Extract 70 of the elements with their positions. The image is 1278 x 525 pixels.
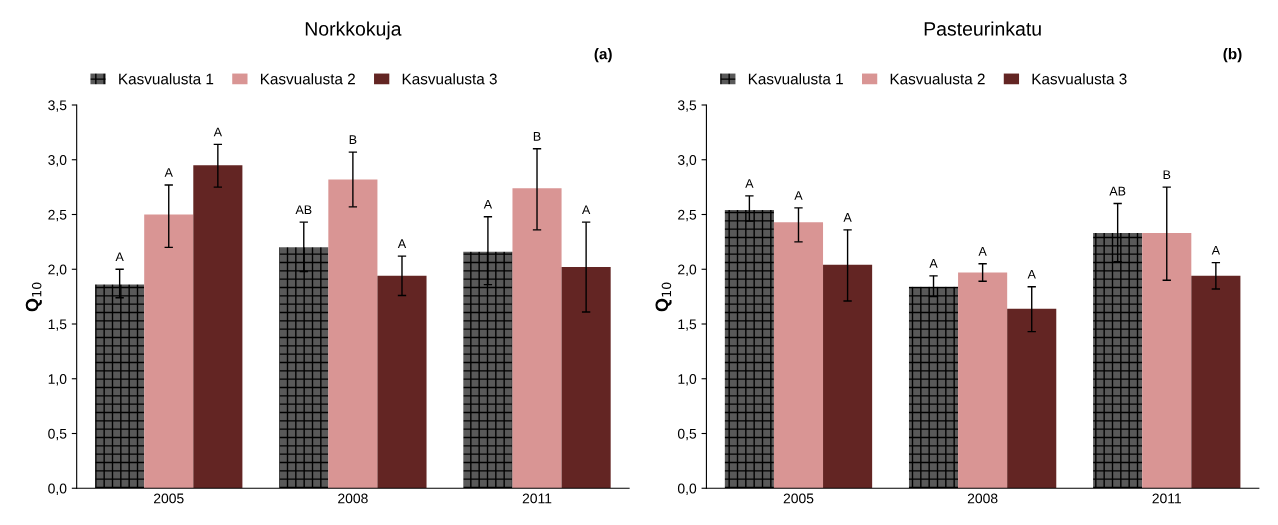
y-tick-label: 0,5 <box>48 428 67 441</box>
bar <box>95 284 145 489</box>
x-tick-label: 2008 <box>338 493 368 504</box>
annotation: AB <box>1109 186 1126 196</box>
bar <box>1093 233 1143 489</box>
annotation: A <box>164 168 173 177</box>
annotation: A <box>483 199 493 209</box>
x-tick-label: 2008 <box>967 493 998 504</box>
annotation: A <box>1027 270 1036 279</box>
y-tick-label: 3,5 <box>677 100 697 112</box>
legend-label: Kasvualusta 3 <box>1032 73 1127 85</box>
annotation: A <box>397 239 407 248</box>
y-tick-label: 3,5 <box>48 100 67 112</box>
annotation: A <box>929 259 938 268</box>
legend-label: Kasvualusta 2 <box>260 73 355 85</box>
annotation: B <box>1163 170 1171 179</box>
y-tick-label: 0,0 <box>48 483 67 496</box>
chart-title: Norkkokuja <box>305 21 402 40</box>
y-tick-label: 2,5 <box>48 209 67 222</box>
x-tick-label: 2011 <box>1152 493 1182 504</box>
annotation: A <box>581 205 591 215</box>
y-tick-label: 3,0 <box>677 155 697 167</box>
annotation: AB <box>295 205 312 215</box>
annotation: A <box>213 127 222 137</box>
y-tick-label: 2,5 <box>678 209 697 222</box>
bar <box>1191 275 1241 489</box>
annotation: A <box>843 213 852 222</box>
bar <box>773 222 824 489</box>
bar <box>144 214 194 489</box>
bar <box>1007 308 1057 489</box>
x-tick-label: 2005 <box>154 493 184 504</box>
y-axis-title: Q$_{10}$ <box>655 282 672 312</box>
legend-label: Kasvualusta 1 <box>119 73 214 85</box>
bar <box>279 247 329 489</box>
y-tick-label: 1,0 <box>48 374 67 386</box>
y-tick-label: 1,5 <box>48 319 67 331</box>
y-tick-label: 2,0 <box>48 264 67 277</box>
legend-label: Kasvualusta 3 <box>402 73 497 85</box>
annotation: A <box>115 252 124 262</box>
annotation: B <box>533 132 541 141</box>
bar <box>724 210 774 489</box>
y-tick-label: 2,0 <box>678 264 697 277</box>
bar <box>1142 233 1192 489</box>
bar <box>463 251 513 489</box>
bar <box>512 188 562 489</box>
chart-title: Pasteurinkatu <box>924 21 1041 36</box>
annotation: A <box>1211 245 1221 255</box>
bar <box>823 264 873 489</box>
text: (a) <box>594 48 612 63</box>
bar <box>958 272 1008 489</box>
legend-label: Kasvualusta 1 <box>748 73 843 85</box>
text: (b) <box>1223 48 1242 63</box>
y-axis-title: Q$_{10}$ <box>25 282 42 312</box>
legend-label: Kasvualusta 2 <box>890 73 985 85</box>
annotation: A <box>794 191 803 200</box>
annotation: A <box>978 247 987 256</box>
bar <box>328 179 378 489</box>
y-tick-label: 0,0 <box>677 483 697 496</box>
y-tick-label: 3,0 <box>48 155 67 167</box>
bar <box>908 286 959 489</box>
bar <box>193 165 243 489</box>
y-tick-label: 0,5 <box>677 428 697 441</box>
bar <box>377 275 427 489</box>
bar <box>561 267 611 489</box>
annotation: B <box>349 135 357 144</box>
annotation: A <box>745 179 754 188</box>
x-tick-label: 2011 <box>522 493 552 504</box>
x-tick-label: 2005 <box>783 493 814 504</box>
y-tick-label: 1,5 <box>678 319 697 331</box>
y-tick-label: 1,0 <box>678 374 697 386</box>
